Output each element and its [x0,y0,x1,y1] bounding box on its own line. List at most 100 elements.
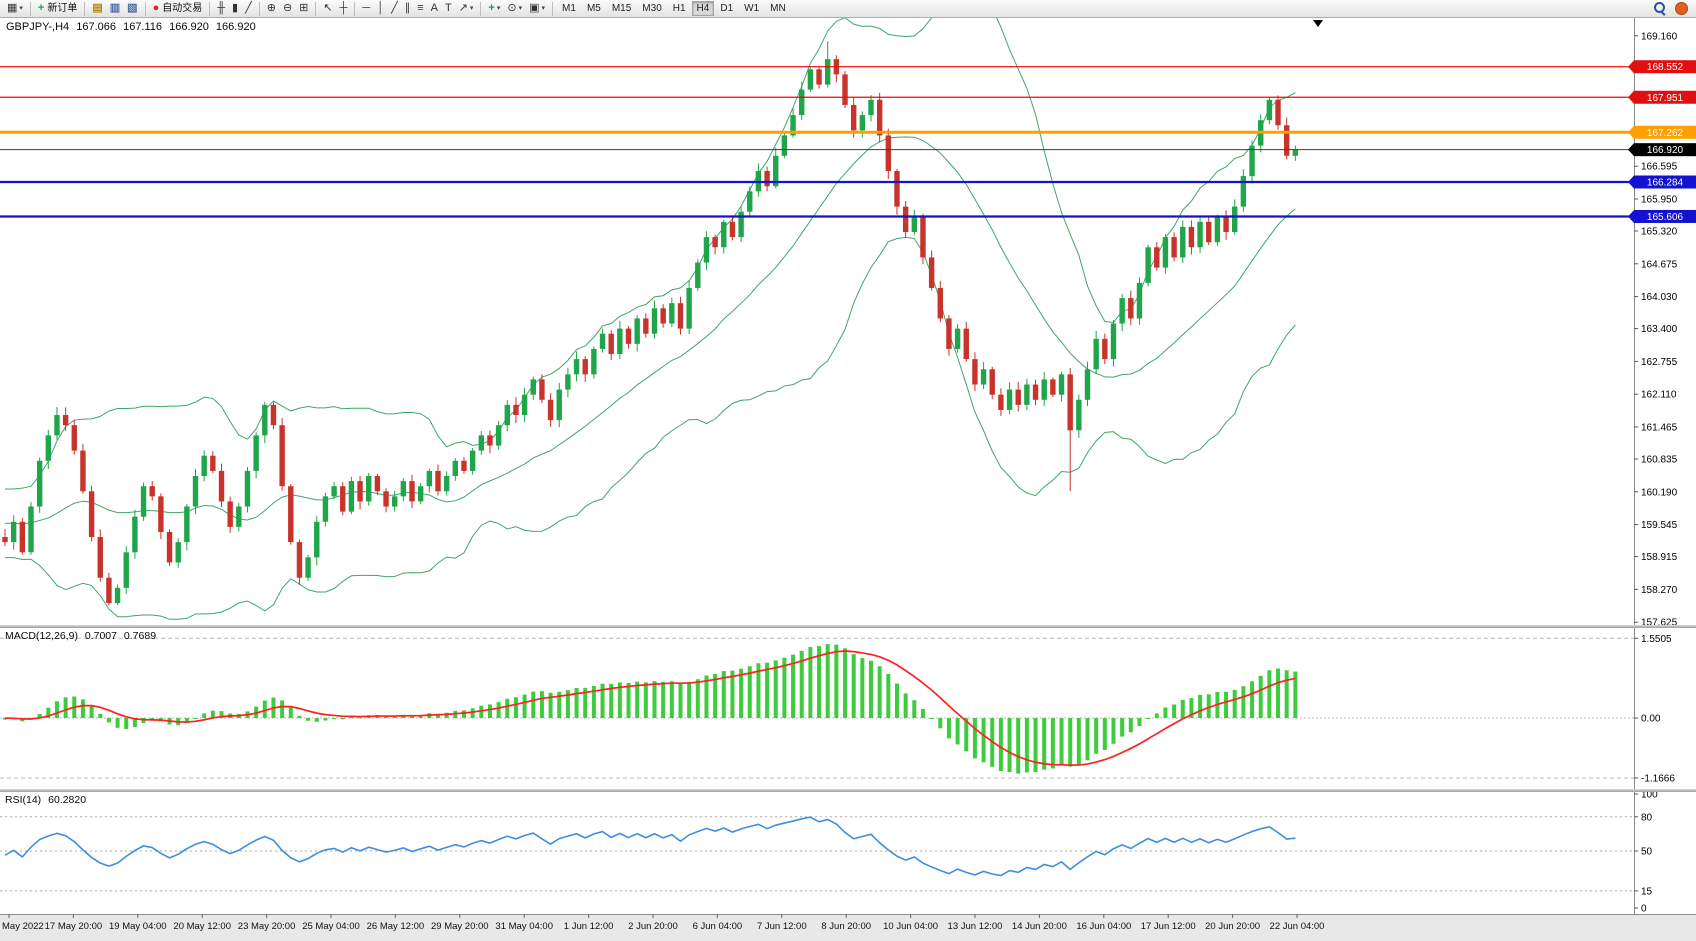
ohlc-close: 166.920 [215,21,256,33]
periods-button[interactable]: ⊙ ▾ [504,1,525,17]
panel-separator-macd[interactable] [0,625,1696,628]
price-badge-166.920: 166.920 [1628,143,1696,157]
arrows-icon: ↗ [458,2,468,14]
horizontal-line-icon: ─ [362,2,371,14]
svg-text:10 Jun 04:00: 10 Jun 04:00 [883,921,938,932]
dropdown-caret-icon: ▾ [518,5,523,12]
svg-text:50: 50 [1641,847,1653,858]
dropdown-caret-icon: ▾ [541,5,546,12]
svg-text:16 Jun 04:00: 16 Jun 04:00 [1076,921,1131,932]
vertical-line-button[interactable]: │ [374,1,387,17]
channel-button[interactable]: ∥ [402,1,414,17]
indicators-icon: + [488,2,495,14]
timeframe-m15-button[interactable]: M15 [607,1,636,16]
time-axis-strip[interactable] [0,914,1696,941]
price-badge-165.606: 165.606 [1628,209,1696,223]
svg-text:166.284: 166.284 [1647,177,1684,188]
svg-text:May 2022: May 2022 [2,921,44,932]
market-watch-button[interactable]: ▤ [89,1,105,17]
candlestick-chart-button[interactable]: ▮ [229,1,241,17]
crosshair-button[interactable]: ┼ [337,1,351,17]
zoom-in-button[interactable]: ⊕ [264,1,279,17]
fibonacci-button[interactable]: ≡ [414,1,426,17]
new-order-button[interactable]: + 新订单 [35,1,80,17]
vertical-line-icon: │ [377,2,385,14]
svg-text:26 May 12:00: 26 May 12:00 [367,921,425,932]
price-badge-166.284: 166.284 [1628,175,1696,189]
svg-text:22 Jun 04:00: 22 Jun 04:00 [1270,921,1325,932]
svg-text:157.625: 157.625 [1641,618,1678,629]
candlestick-series [2,41,1299,606]
svg-text:162.755: 162.755 [1641,357,1678,368]
templates-icon: ▣ [529,2,540,14]
tile-windows-button[interactable]: ⊞ [296,1,311,17]
trendline-button[interactable]: ╱ [388,1,401,17]
timeframe-d1-button[interactable]: D1 [715,1,738,16]
svg-text:7 Jun 12:00: 7 Jun 12:00 [757,921,807,932]
line-chart-button[interactable]: ╱ [242,1,255,17]
svg-text:1 Jun 12:00: 1 Jun 12:00 [564,921,614,932]
timeframe-w1-button[interactable]: W1 [739,1,764,16]
svg-text:168.552: 168.552 [1647,62,1684,73]
timeframe-m1-button[interactable]: M1 [557,1,581,16]
svg-text:167.951: 167.951 [1647,93,1684,104]
search-icon[interactable] [1654,2,1667,15]
macd-indicator-label: MACD(12,26,9) 0.7007 0.7689 [5,630,160,642]
rsi-line [4,816,1296,877]
chart-shift-marker[interactable] [1313,20,1323,27]
label-button[interactable]: T [442,1,455,17]
timeframe-mn-button[interactable]: MN [765,1,791,16]
toolbar-separator [354,1,356,16]
text-button[interactable]: A [428,1,441,17]
toolbar-separator [209,1,211,16]
bar-chart-icon: ╫ [217,2,226,14]
zoom-out-icon: ⊖ [282,2,293,14]
price-axis[interactable]: 169.160 166.595 165.950 165.320 164.675 164.0… [1628,31,1696,629]
timeframe-m5-button[interactable]: M5 [582,1,606,16]
arrows-button[interactable]: ↗ ▾ [456,1,477,17]
alert-icon[interactable] [1675,2,1688,15]
svg-text:167.262: 167.262 [1647,128,1684,139]
candlestick-chart-icon: ▮ [232,2,239,14]
timeframe-m30-button[interactable]: M30 [637,1,666,16]
ohlc-high: 167.116 [123,21,163,33]
svg-text:-1.1666: -1.1666 [1641,773,1675,784]
rsi-name: RSI(14) [5,794,42,806]
svg-text:19 May 04:00: 19 May 04:00 [109,921,167,932]
bar-chart-button[interactable]: ╫ [214,1,228,17]
time-axis[interactable]: May 2022 17 May 20:00 19 May 04:00 20 May 1… [2,914,1324,932]
svg-text:20 Jun 20:00: 20 Jun 20:00 [1205,921,1260,932]
navigator-button[interactable]: ▧ [124,1,140,17]
svg-text:164.030: 164.030 [1641,292,1678,303]
svg-text:100: 100 [1641,790,1658,801]
timeframe-h4-button[interactable]: H4 [691,1,715,16]
new-chart-icon: ▦ [7,2,18,14]
zoom-out-button[interactable]: ⊖ [280,1,295,17]
templates-button[interactable]: ▣ ▾ [526,1,548,17]
svg-text:80: 80 [1641,812,1653,823]
indicators-button[interactable]: + ▾ [485,1,503,17]
label-icon: T [444,2,452,14]
fibonacci-icon: ≡ [417,2,424,14]
data-window-button[interactable]: ▥ [107,1,123,17]
cursor-icon: ↖ [323,2,333,14]
auto-trading-button[interactable]: ● 自动交易 [150,1,206,17]
toolbar-separator [144,1,146,16]
timeframe-h1-button[interactable]: H1 [668,1,691,16]
svg-text:15: 15 [1641,886,1653,897]
new-chart-button[interactable]: ▦ ▾ [4,1,26,17]
new-order-button-label: 新订单 [47,2,78,14]
channel-icon: ∥ [404,2,411,14]
cursor-button[interactable]: ↖ [320,1,335,17]
toolbar-separator [315,1,317,16]
svg-text:159.545: 159.545 [1641,520,1678,531]
auto-trading-icon: ● [152,2,160,14]
horizontal-line-button[interactable]: ─ [359,1,373,17]
panel-separator-rsi[interactable] [0,789,1696,792]
toolbar-separator [29,1,31,16]
svg-text:160.835: 160.835 [1641,455,1678,466]
svg-text:13 Jun 12:00: 13 Jun 12:00 [948,921,1003,932]
macd-signal-line [4,650,1296,766]
toolbar-buttons: ▦ ▾ + 新订单 ▤ ▥ ▧ ● 自动交易 ╫ ▮ ╱ ⊕ ⊖ ⊞ ↖ ┼ ─ │ ╱ ∥ ≡ A T ↗ ▾ + ▾ ⊙ ▾ ▣ ▾ M1 M… [4,1,791,17]
